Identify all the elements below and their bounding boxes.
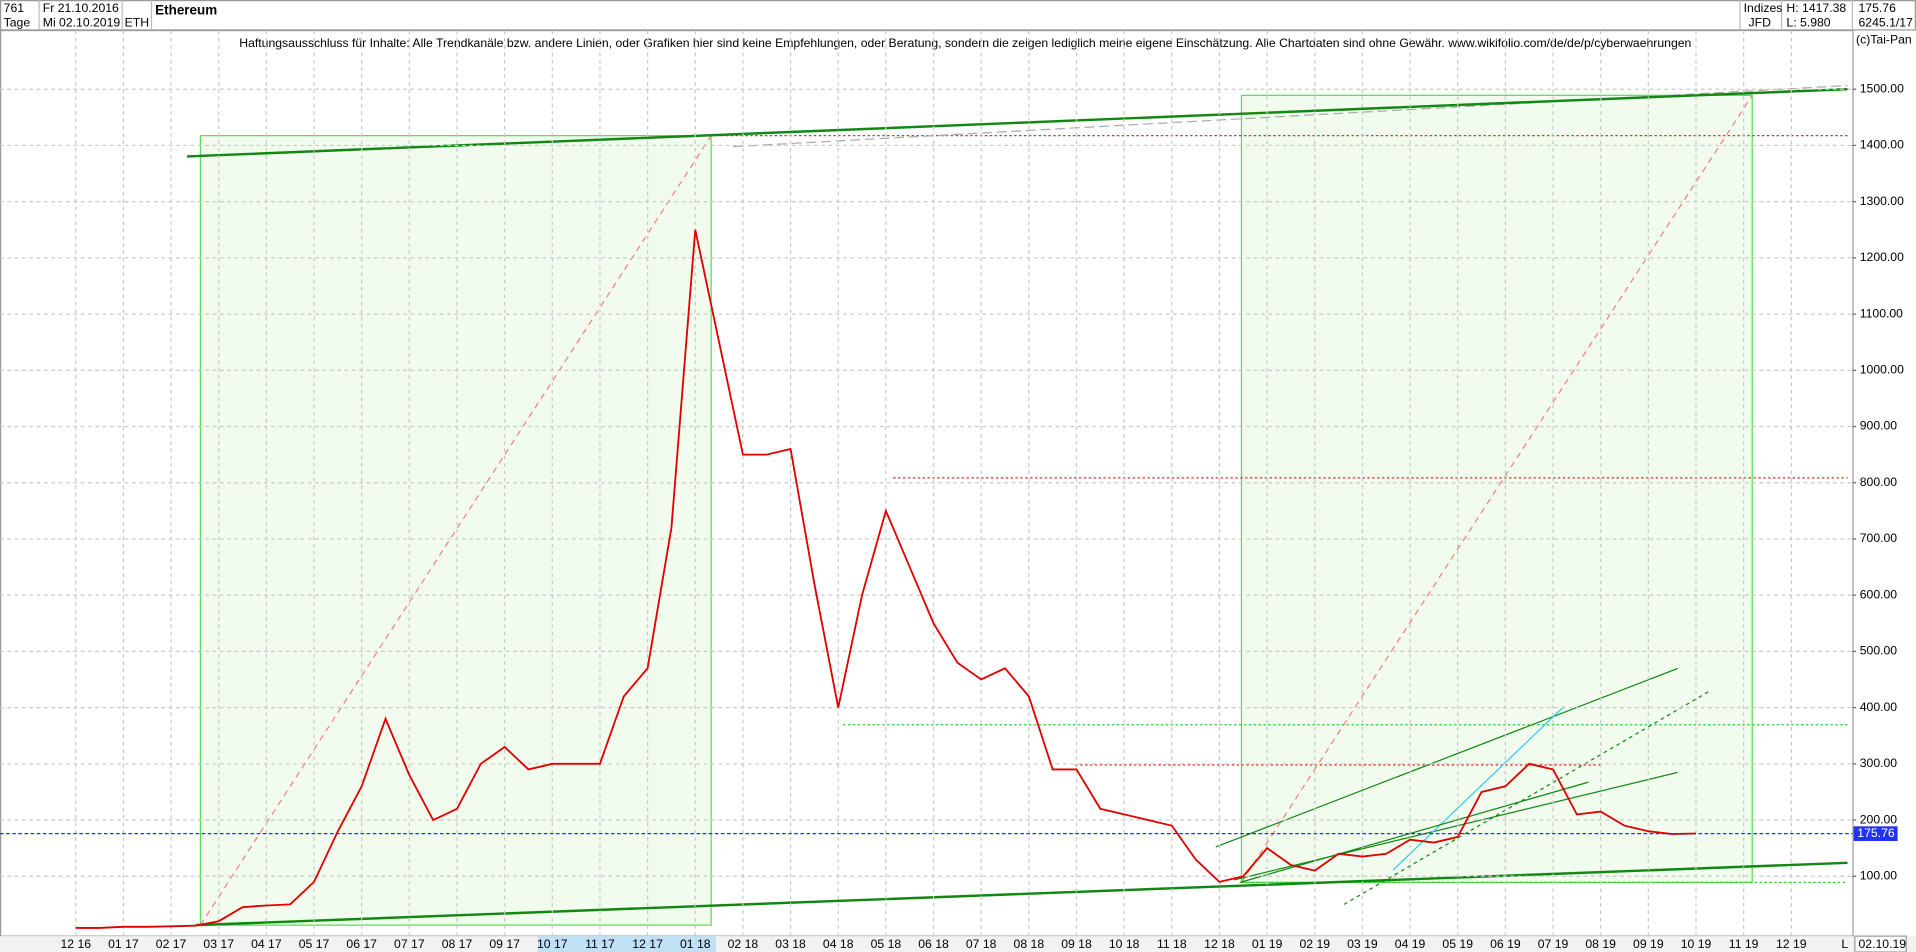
x-tick-label: 04 19 (1395, 937, 1426, 951)
x-tick-label: 01 17 (108, 937, 139, 951)
low: L: 5.980 (1786, 15, 1830, 29)
current-price-box (1853, 826, 1898, 841)
x-tick-label: 05 18 (871, 937, 902, 951)
diagonal (1240, 94, 1753, 883)
y-tick-label: 1100.00 (1860, 306, 1903, 320)
trendline (1240, 781, 1589, 883)
x-tick-label: 03 17 (203, 937, 234, 951)
plot: 100.00 200.00 300.00 400.00 500.00 600.00 700.… (0, 30, 1904, 951)
market: Indizes (1744, 1, 1783, 15)
period[interactable]: Tage (4, 15, 31, 29)
x-tick-label: 06 18 (918, 937, 949, 951)
date-to: Mi 02.10.2019 (43, 15, 121, 29)
x-tick-label: 10 19 (1681, 937, 1712, 951)
x-highlight (537, 936, 717, 952)
source: JFD (1749, 15, 1772, 29)
x-tick-label: 11 18 (1157, 937, 1187, 951)
x-tick-label: 07 19 (1538, 937, 1569, 951)
x-tick-label: 09 17 (489, 937, 520, 951)
x-tick-label: 02 18 (728, 937, 759, 951)
x-tick-label: 12 18 (1204, 937, 1235, 951)
x-tick-label: 06 19 (1490, 937, 1521, 951)
x-tick-label: 04 17 (251, 937, 282, 951)
y-tick-label: 1000.00 (1860, 363, 1904, 377)
y-tick-label: 1300.00 (1860, 194, 1904, 208)
x-tick-label: 12 17 (632, 937, 663, 951)
x-tick-label: 10 17 (537, 937, 568, 951)
trendline (195, 861, 1848, 927)
x-tick-label: 01 19 (1252, 937, 1283, 951)
y-tick-label: 500.00 (1860, 644, 1898, 658)
cursor-date-box (1854, 935, 1907, 952)
trendline (1392, 705, 1565, 871)
y-tick-label: 800.00 (1860, 475, 1898, 489)
axis-mode[interactable]: L (1841, 937, 1848, 951)
x-tick-label: 12 16 (60, 937, 91, 951)
x-tick-label: 01 18 (680, 937, 711, 951)
cursor-date: 02.10.19 (1859, 937, 1907, 951)
x-tick-label: 03 18 (775, 937, 806, 951)
y-tick-label: 1500.00 (1860, 81, 1904, 95)
y-tick-label: 1200.00 (1860, 250, 1904, 264)
x-tick-label: 06 17 (346, 937, 377, 951)
x-tick-label: 05 17 (299, 937, 330, 951)
x-tick-label: 10 18 (1109, 937, 1140, 951)
x-tick-label: 08 19 (1585, 937, 1616, 951)
date-from: Fr 21.10.2016 (43, 1, 119, 15)
trendline (1343, 689, 1711, 905)
chart-title: Ethereum (155, 3, 217, 18)
x-tick-label: 11 17 (585, 937, 615, 951)
x-axis-strip (0, 936, 1916, 952)
y-tick-label: 1400.00 (1860, 138, 1904, 152)
current-price-label: 175.76 (1857, 826, 1895, 840)
y-tick-label: 200.00 (1860, 812, 1898, 826)
trendline (1233, 771, 1678, 881)
count[interactable]: 761 (4, 1, 25, 15)
x-tick-label: 03 19 (1347, 937, 1378, 951)
volume: 6245.1/17 (1859, 15, 1914, 29)
y-tick-label: 300.00 (1860, 756, 1898, 770)
high: H: 1417.38 (1786, 1, 1846, 15)
x-tick-label: 08 17 (442, 937, 473, 951)
x-tick-label: 09 19 (1633, 937, 1664, 951)
header-bar (0, 0, 1916, 31)
y-tick-label: 600.00 (1860, 587, 1898, 601)
symbol: ETH (125, 15, 149, 29)
x-tick-label: 09 18 (1061, 937, 1092, 951)
x-tick-label: 08 18 (1014, 937, 1045, 951)
y-tick-label: 900.00 (1860, 419, 1898, 433)
x-tick-label: 04 18 (823, 937, 854, 951)
x-tick-label: 07 17 (394, 937, 425, 951)
copyright: (c)Tai-Pan (1856, 33, 1912, 47)
y-tick-label: 400.00 (1860, 700, 1898, 714)
diagonal (199, 135, 712, 926)
y-tick-label: 700.00 (1860, 531, 1898, 545)
last-price: 175.76 (1859, 1, 1897, 15)
x-tick-label: 07 18 (966, 937, 997, 951)
x-tick-label: 11 19 (1729, 937, 1759, 951)
x-tick-label: 02 19 (1299, 937, 1330, 951)
x-tick-label: 05 19 (1442, 937, 1473, 951)
x-tick-label: 02 17 (156, 937, 187, 951)
price-line (75, 229, 1697, 929)
x-tick-label: 12 19 (1776, 937, 1807, 951)
drawings (186, 84, 1848, 927)
disclaimer: Haftungsausschluss für Inhalte: Alle Tre… (239, 36, 1691, 50)
y-tick-label: 100.00 (1860, 868, 1898, 882)
